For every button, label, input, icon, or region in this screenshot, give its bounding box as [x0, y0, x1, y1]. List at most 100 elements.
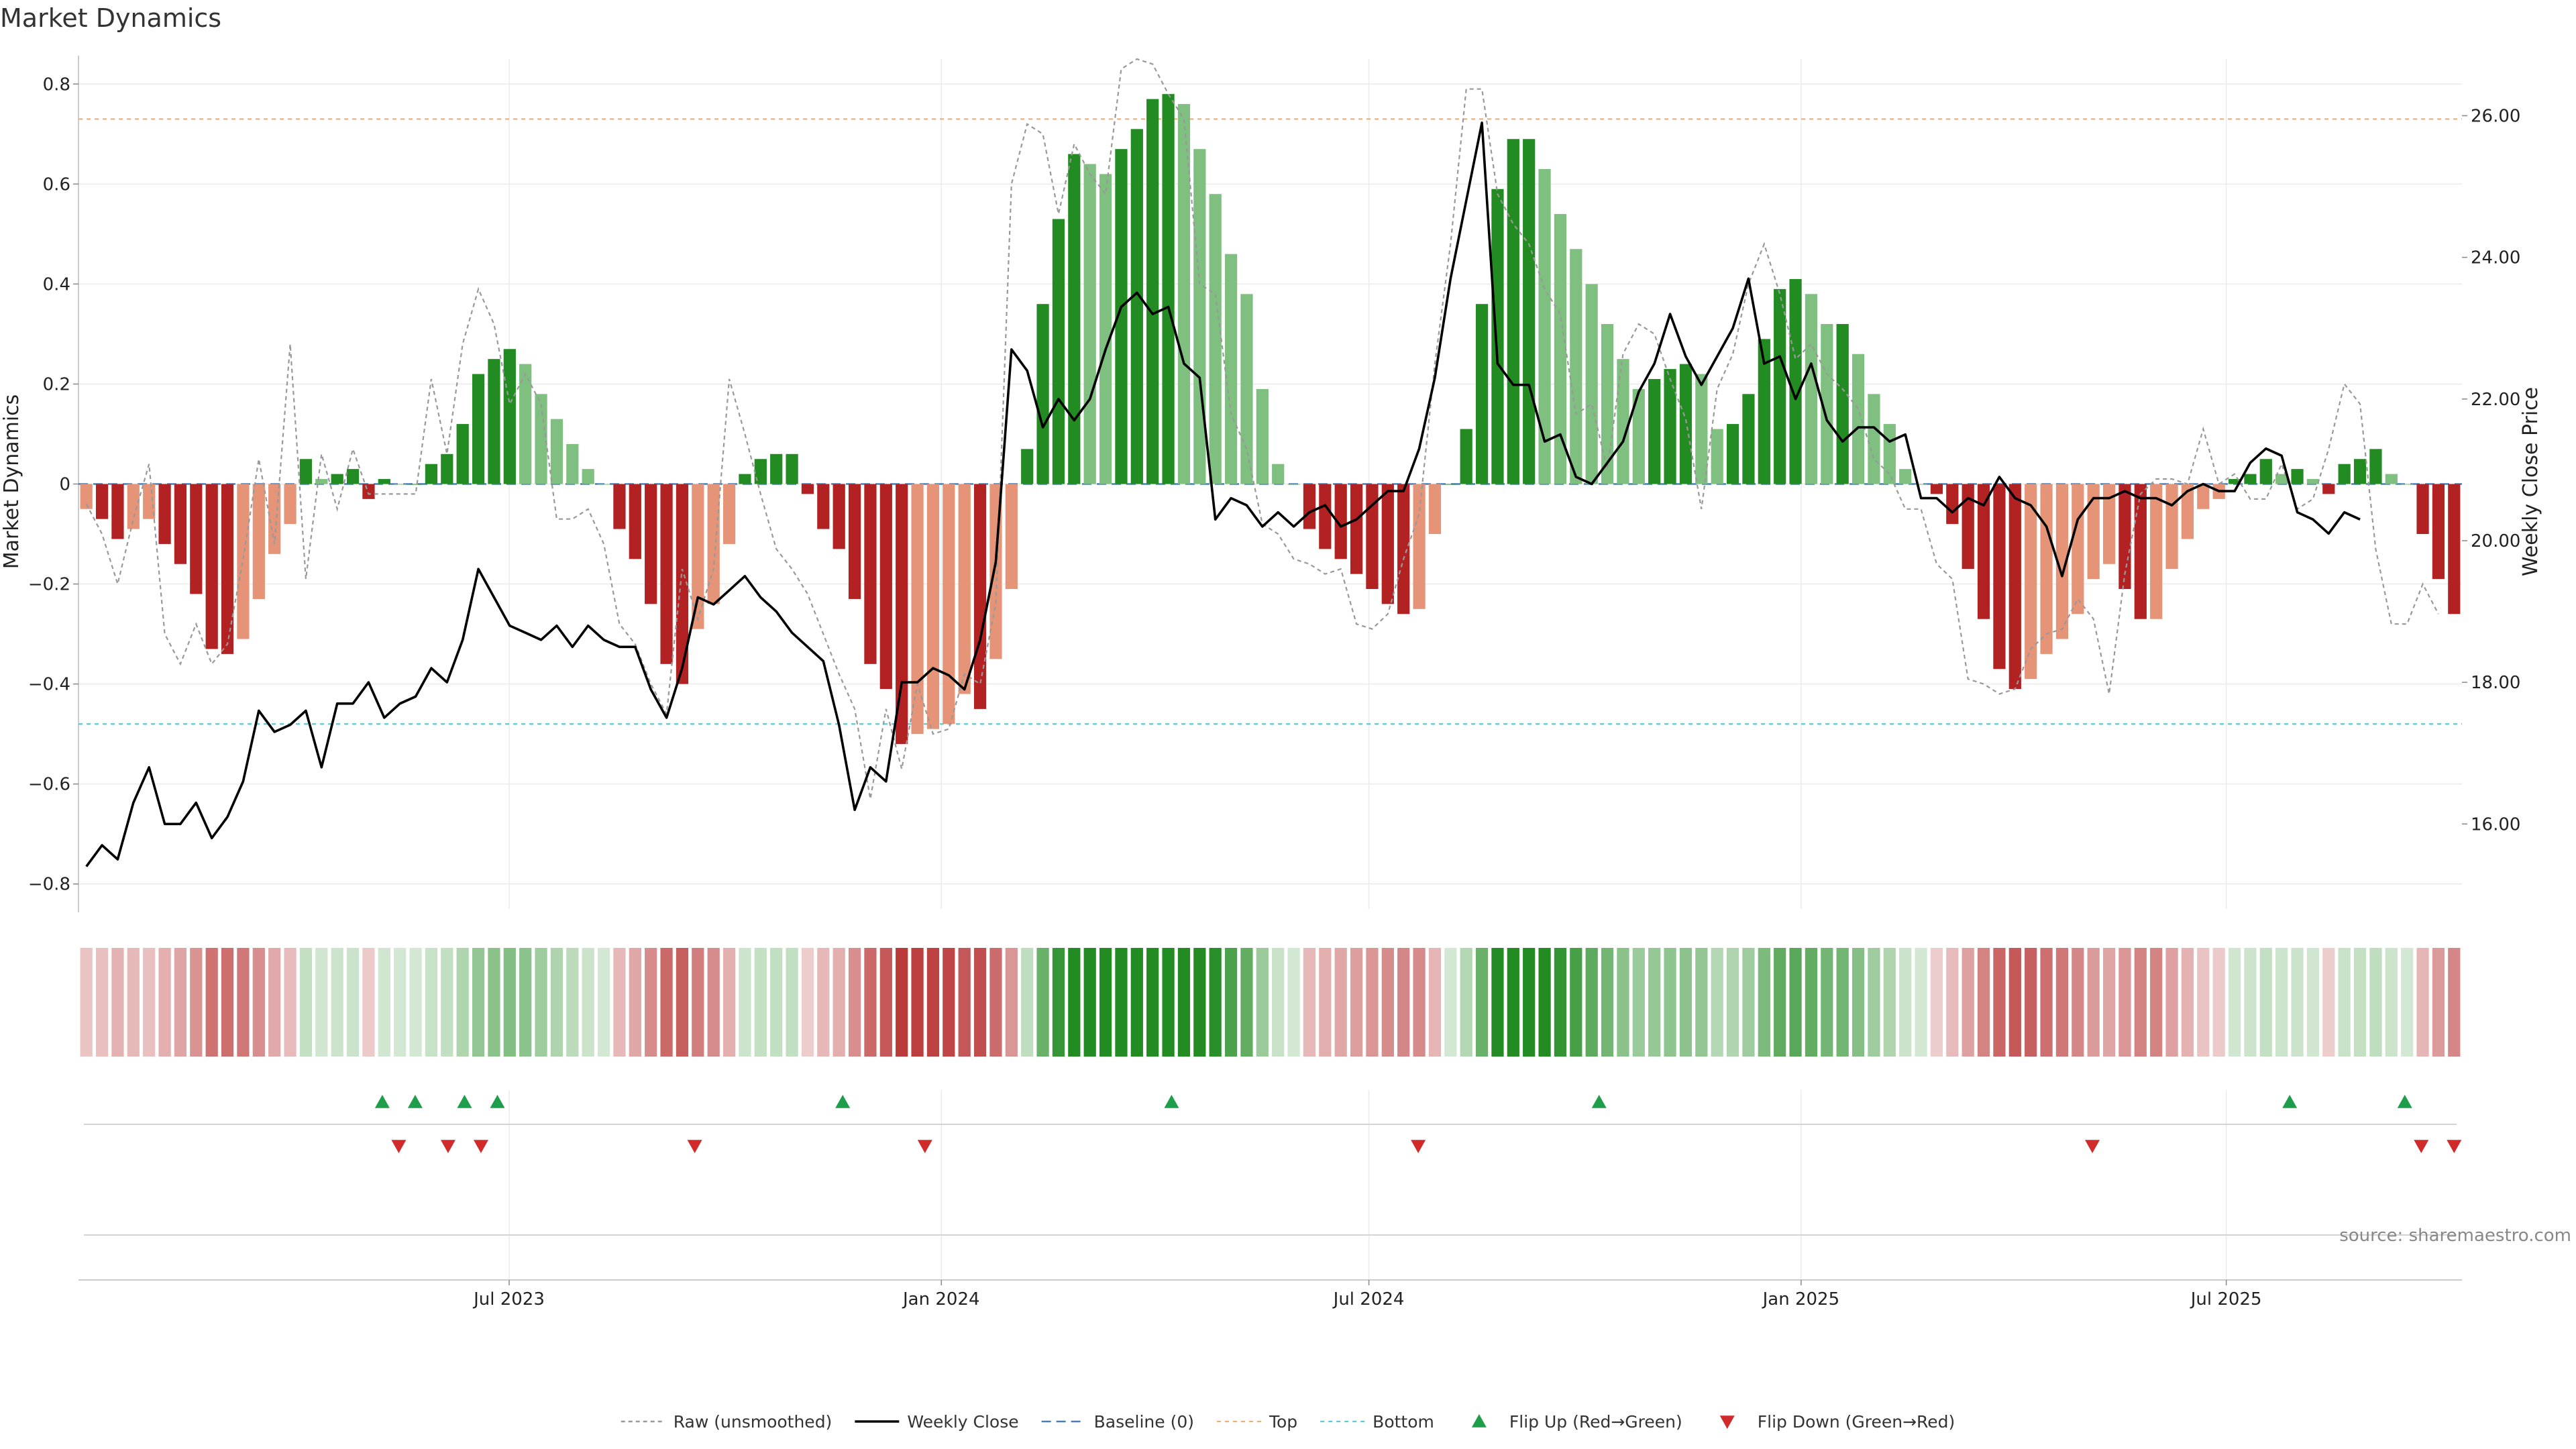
regime-cell: [864, 948, 877, 1057]
dynamics-bar: [95, 484, 109, 519]
dynamics-bar: [2118, 484, 2131, 590]
regime-cell: [1350, 948, 1363, 1057]
flip-up-marker: [374, 1095, 390, 1108]
regime-cell: [2275, 948, 2288, 1057]
flip-markers: [374, 1095, 2462, 1153]
regime-cell: [2040, 948, 2053, 1057]
dynamics-bar: [1413, 484, 1426, 609]
dynamics-bar: [1052, 219, 1065, 484]
dynamics-bar: [252, 484, 265, 599]
regime-cell: [2150, 948, 2163, 1057]
dynamics-bar: [1883, 424, 1896, 484]
dynamics-bar: [1523, 139, 1536, 484]
dynamics-bar: [456, 424, 469, 484]
dynamics-bar: [629, 484, 641, 559]
legend-label: Weekly Close: [907, 1412, 1018, 1432]
dynamics-bar: [346, 469, 360, 484]
dynamics-bar: [2385, 474, 2398, 484]
dynamics-bar: [425, 464, 438, 484]
regime-cell: [2087, 948, 2100, 1057]
regime-cell: [1099, 948, 1112, 1057]
dynamics-bar: [1272, 464, 1285, 484]
dynamics-bar: [2087, 484, 2100, 580]
regime-cell: [535, 948, 547, 1057]
regime-cell: [1726, 948, 1739, 1057]
x-tick-label: Jul 2025: [2190, 1289, 2262, 1309]
dynamics-bar: [582, 469, 594, 484]
dynamics-bar: [2291, 469, 2304, 484]
dynamics-bar: [2338, 464, 2351, 484]
regime-cell: [1851, 948, 1865, 1057]
dynamics-bar: [786, 453, 798, 484]
dynamics-bar: [2181, 484, 2194, 539]
regime-cell: [2385, 948, 2398, 1057]
regime-cell: [284, 948, 297, 1057]
regime-cell: [1648, 948, 1661, 1057]
regime-cell: [2025, 948, 2037, 1057]
dynamics-bar: [1554, 214, 1567, 484]
y-left-tick-label: 0: [59, 475, 70, 495]
regime-cell: [1664, 948, 1676, 1057]
regime-cell: [692, 948, 704, 1057]
regime-cell: [503, 948, 516, 1057]
regime-cell: [1366, 948, 1379, 1057]
dynamics-bar: [1021, 449, 1034, 484]
dynamics-bar: [1428, 484, 1442, 535]
legend-label: Flip Down (Green→Red): [1758, 1412, 1955, 1432]
dynamics-bar: [221, 484, 234, 654]
y-left-tick-label: −0.8: [28, 875, 70, 895]
regime-cell: [425, 948, 438, 1057]
dynamics-bar: [1177, 104, 1191, 484]
regime-cell: [1413, 948, 1426, 1057]
dynamics-bar: [1381, 484, 1394, 604]
dynamics-bar: [1350, 484, 1363, 574]
regime-cell: [1397, 948, 1410, 1057]
regime-cell: [1946, 948, 1959, 1057]
flip-down-marker: [2447, 1140, 2462, 1153]
regime-cell: [770, 948, 783, 1057]
regime-cell: [299, 948, 313, 1057]
y-axis-right-label: Weekly Close Price: [2519, 387, 2542, 576]
legend-label: Bottom: [1373, 1412, 1434, 1432]
regime-cell: [1224, 948, 1238, 1057]
dynamics-bar: [911, 484, 924, 735]
regime-cell: [441, 948, 453, 1057]
dynamics-bar: [409, 484, 422, 485]
regime-cell: [80, 948, 93, 1057]
source-note: source: sharemaestro.com: [2339, 1226, 2571, 1246]
regime-cell: [519, 948, 532, 1057]
regime-cell: [1742, 948, 1755, 1057]
dynamics-bar: [613, 484, 626, 529]
flip-up-marker: [490, 1095, 505, 1108]
regime-cell: [2212, 948, 2225, 1057]
regime-cell: [1005, 948, 1018, 1057]
dynamics-bar: [2322, 484, 2335, 494]
regime-cell: [1021, 948, 1034, 1057]
regime-cell: [2401, 948, 2414, 1057]
dynamics-bar: [1005, 484, 1018, 590]
dynamics-bar: [1507, 139, 1519, 484]
weekly-close-line: [85, 121, 2361, 867]
regime-cell: [754, 948, 767, 1057]
dynamics-bar: [378, 479, 390, 484]
dynamics-bar: [645, 484, 657, 604]
regime-cell: [2244, 948, 2257, 1057]
dynamics-bar: [833, 484, 845, 549]
regime-cell: [786, 948, 798, 1057]
dynamics-bar: [770, 453, 783, 484]
regime-cell: [1570, 948, 1582, 1057]
regime-cell: [1272, 948, 1285, 1057]
dynamics-bar: [1601, 324, 1614, 484]
y-right-tick-label: 24.00: [2471, 248, 2520, 268]
regime-cell: [1036, 948, 1049, 1057]
dynamics-bar: [2025, 484, 2037, 680]
regime-cell: [722, 948, 736, 1057]
regime-cell: [346, 948, 360, 1057]
flip-down-marker: [391, 1140, 407, 1153]
x-tick-label: Jan 2025: [1762, 1289, 1840, 1309]
dynamics-bar: [597, 484, 610, 485]
regime-cell: [1538, 948, 1551, 1057]
dynamics-bar: [1915, 484, 1927, 485]
regime-cell: [1554, 948, 1567, 1057]
dynamics-bar: [2259, 459, 2272, 484]
